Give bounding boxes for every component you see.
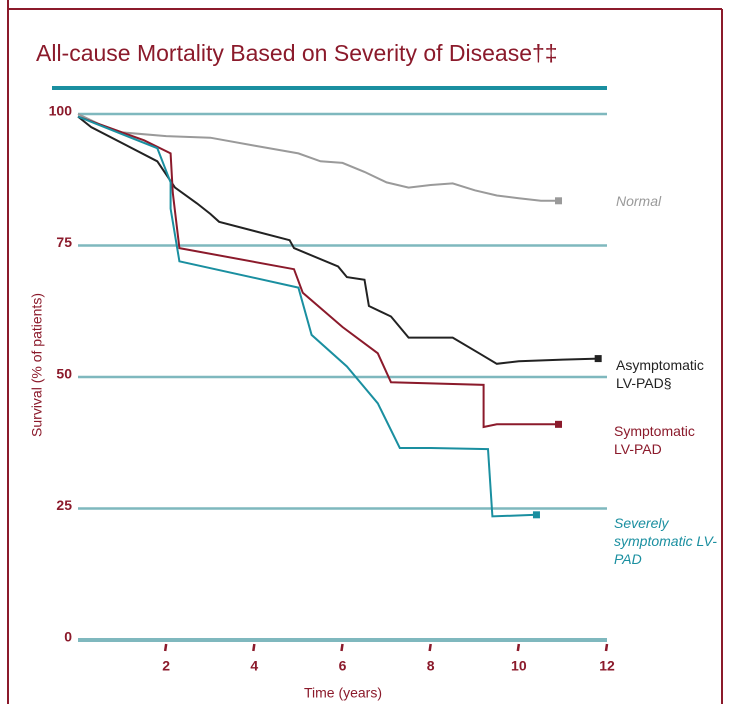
y-axis-label: Survival (% of patients) (29, 293, 45, 437)
x-tick-label: 12 (599, 658, 615, 674)
x-tick-label: 10 (511, 658, 527, 674)
x-tick-label: 8 (427, 658, 435, 674)
x-tick (428, 643, 432, 652)
series-line (77, 115, 559, 429)
x-tick (604, 643, 609, 652)
chart-title: All-cause Mortality Based on Severity of… (36, 40, 558, 66)
series-line (77, 113, 559, 202)
y-tick-label: 0 (64, 629, 72, 645)
x-tick (252, 643, 256, 652)
series-line (77, 115, 599, 365)
series-line (77, 115, 537, 518)
y-tick-label: 50 (56, 366, 72, 382)
series-label: Symptomatic LV-PAD (614, 423, 695, 457)
x-tick (163, 643, 168, 652)
end-marker (532, 511, 540, 519)
end-marker (594, 355, 602, 363)
y-tick-label: 25 (56, 497, 72, 513)
series-label: Severely symptomatic LV-PAD (614, 515, 717, 567)
x-tick-label: 2 (162, 658, 170, 674)
y-tick-label: 75 (56, 234, 72, 250)
end-marker (555, 420, 563, 428)
x-tick-label: 6 (339, 658, 347, 674)
end-marker (555, 197, 563, 205)
x-axis-label: Time (years) (304, 685, 382, 701)
x-tick (516, 643, 521, 652)
x-tick (340, 643, 344, 652)
series-label: Normal (616, 193, 662, 209)
series-label: Asymptomatic LV-PAD§ (616, 357, 704, 391)
x-tick-label: 4 (250, 658, 258, 674)
y-tick-label: 100 (49, 103, 73, 119)
